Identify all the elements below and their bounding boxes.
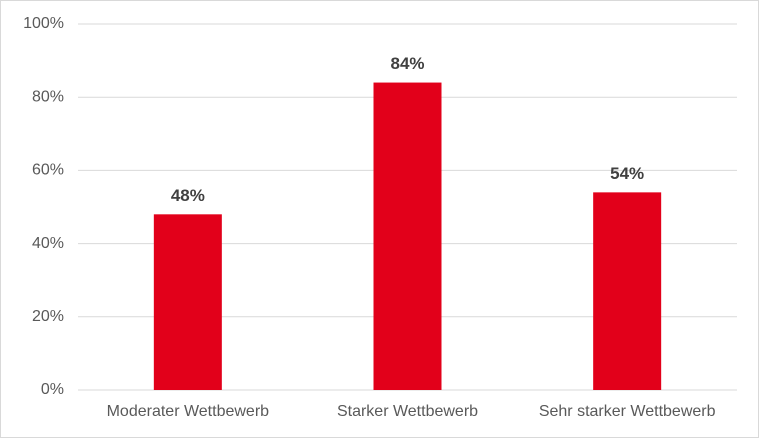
data-label: 84% <box>390 54 424 73</box>
x-tick-label: Moderater Wettbewerb <box>107 403 270 420</box>
y-tick-label: 100% <box>23 15 64 32</box>
data-label: 48% <box>171 186 205 205</box>
y-tick-label: 60% <box>32 162 64 179</box>
y-tick-label: 20% <box>32 308 64 325</box>
bar <box>153 214 222 390</box>
data-label: 54% <box>610 164 644 183</box>
x-tick-label: Sehr starker Wettbewerb <box>539 403 716 420</box>
x-tick-label: Starker Wettbewerb <box>337 403 478 420</box>
bar <box>593 192 662 390</box>
y-tick-label: 40% <box>32 235 64 252</box>
y-tick-label: 80% <box>32 88 64 105</box>
bar <box>373 82 442 390</box>
y-tick-label: 0% <box>41 381 64 398</box>
